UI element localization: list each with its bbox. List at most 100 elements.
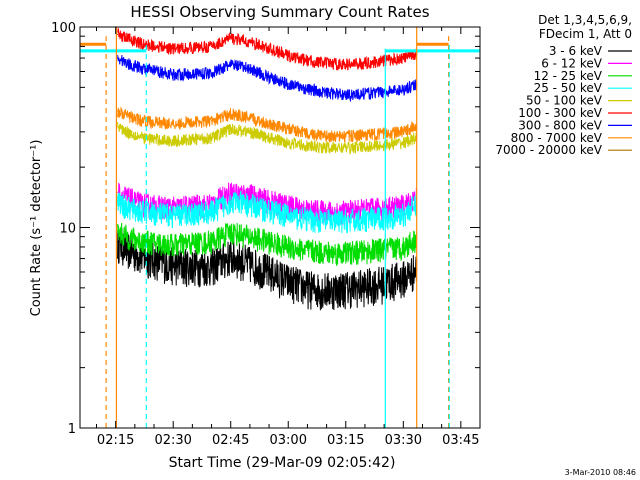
y-tick-label: 100 — [51, 21, 76, 36]
data-point — [117, 33, 119, 35]
data-point — [364, 218, 366, 220]
legend-label: 7000 - 20000 keV — [495, 143, 602, 157]
data-point — [268, 76, 270, 79]
data-point — [268, 137, 270, 139]
legend-label: 12 - 25 keV — [534, 69, 603, 83]
series-trace — [117, 190, 418, 234]
data-point — [230, 63, 232, 66]
data-point — [230, 113, 232, 115]
data-point — [383, 282, 385, 284]
footer-timestamp: 3-Mar-2010 08:46 — [565, 468, 636, 477]
data-point — [126, 236, 128, 238]
data-point — [383, 144, 385, 146]
x-axis-label: Start Time (29-Mar-09 02:05:42) — [169, 455, 396, 471]
x-tick-label: 03:15 — [327, 433, 364, 448]
data-point — [172, 140, 174, 142]
data-point — [268, 241, 270, 243]
data-point — [141, 43, 144, 45]
data-point — [364, 134, 366, 136]
x-tick-label: 02:45 — [212, 433, 249, 448]
x-tick-label: 03:45 — [442, 433, 479, 448]
data-point — [306, 132, 308, 134]
data-point — [172, 48, 174, 50]
data-point — [230, 128, 232, 130]
data-point — [402, 88, 404, 90]
data-point — [287, 83, 289, 85]
data-point — [249, 236, 251, 238]
data-point — [230, 231, 232, 233]
data-point — [345, 287, 347, 289]
series-3-6-kev — [117, 226, 418, 311]
data-point — [126, 207, 128, 209]
data-point — [345, 252, 347, 254]
data-point — [141, 68, 144, 70]
y-tick-label: 1 — [68, 422, 76, 437]
series-trace — [117, 54, 418, 103]
data-point — [402, 277, 404, 279]
data-point — [326, 92, 328, 94]
data-point — [172, 122, 174, 125]
data-point — [172, 73, 174, 75]
data-point — [345, 94, 347, 96]
data-point — [230, 200, 232, 202]
data-point — [326, 62, 328, 64]
data-point — [268, 209, 270, 211]
data-point — [249, 263, 251, 265]
data-point — [230, 37, 232, 39]
data-point — [210, 265, 213, 267]
data-point — [172, 244, 174, 246]
data-point — [117, 200, 119, 202]
plot-area — [80, 27, 480, 428]
data-point — [402, 131, 404, 133]
data-point — [249, 41, 251, 43]
data-point — [249, 204, 251, 206]
series-800-7000-kev — [117, 106, 418, 143]
data-point — [210, 241, 213, 243]
series-trace — [117, 182, 418, 225]
x-tick-label: 02:15 — [97, 433, 134, 448]
data-point — [126, 131, 128, 133]
data-point — [402, 214, 404, 216]
chart-title: HESSI Observing Summary Count Rates — [130, 3, 429, 21]
data-point — [141, 255, 144, 257]
series-trace — [117, 226, 418, 311]
legend-label: 300 - 800 keV — [518, 118, 602, 132]
data-point — [345, 147, 347, 149]
data-point — [364, 285, 366, 287]
data-point — [364, 250, 366, 252]
legend-label: 800 - 7000 keV — [511, 131, 603, 145]
data-point — [306, 88, 308, 90]
data-point — [383, 91, 385, 93]
data-point — [287, 142, 289, 144]
data-point — [141, 241, 144, 243]
data-point — [402, 246, 404, 248]
data-point — [402, 142, 404, 144]
data-point — [230, 191, 232, 193]
data-point — [345, 135, 347, 137]
data-point — [117, 125, 119, 127]
data-point — [287, 246, 289, 248]
data-point — [383, 132, 385, 134]
data-point — [306, 145, 308, 147]
data-point — [117, 241, 119, 243]
data-point — [306, 287, 308, 289]
data-point — [141, 120, 144, 122]
data-point — [249, 194, 251, 196]
data-point — [126, 62, 128, 64]
data-point — [210, 72, 213, 74]
data-point — [306, 249, 308, 251]
data-point — [268, 122, 270, 125]
data-point — [306, 218, 308, 220]
data-point — [210, 45, 213, 48]
x-tick-label: 02:30 — [154, 433, 191, 448]
legend-label: 6 - 12 keV — [541, 56, 603, 70]
legend-header-line-2: FDecim 1, Att 0 — [539, 27, 632, 41]
data-point — [345, 220, 347, 222]
x-tick-label: 03:00 — [270, 433, 307, 448]
data-point — [287, 280, 289, 282]
data-point — [172, 214, 174, 216]
data-point — [287, 128, 289, 130]
data-point — [117, 57, 119, 59]
